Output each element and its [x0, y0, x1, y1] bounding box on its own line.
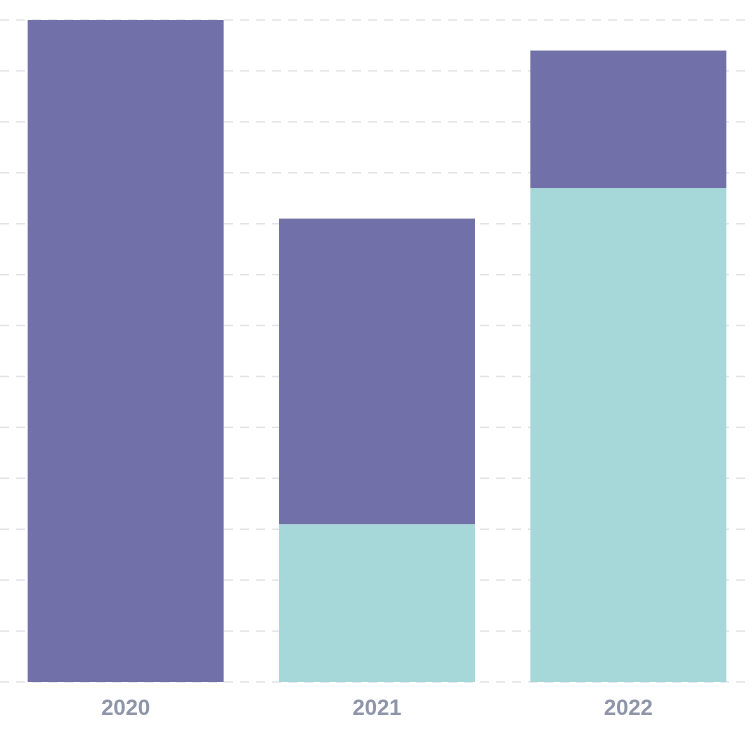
x-tick-label: 2022: [604, 695, 653, 720]
bar-segment: [279, 524, 475, 682]
x-tick-label: 2020: [101, 695, 150, 720]
bar-segment: [530, 188, 727, 683]
x-tick-label: 2021: [353, 695, 402, 720]
bar-segment: [530, 50, 727, 189]
bar-segment: [27, 20, 224, 682]
bar-segment: [279, 218, 475, 525]
